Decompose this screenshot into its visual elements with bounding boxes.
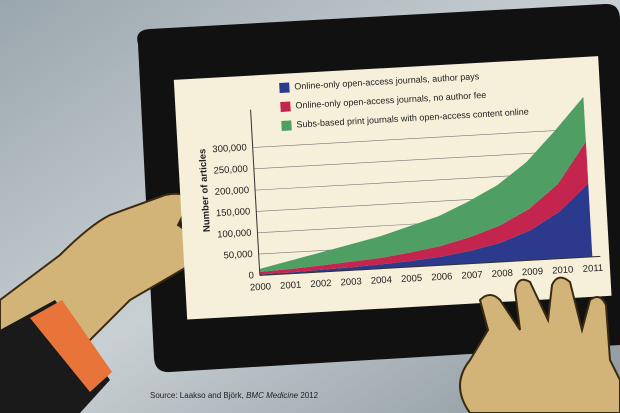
y-tick-label: 100,000 <box>217 228 252 241</box>
x-tick-label: 2003 <box>340 276 362 288</box>
y-axis-label: Number of articles <box>197 148 213 232</box>
source-year: 2012 <box>300 391 318 400</box>
grid-line <box>253 149 587 170</box>
y-tick-label: 250,000 <box>213 164 248 177</box>
y-axis <box>250 109 261 276</box>
sleeve <box>0 300 110 413</box>
grid-line <box>252 128 586 148</box>
x-tick-label: 2009 <box>522 266 544 278</box>
x-tick-label: 2008 <box>491 268 513 280</box>
y-tick-label: 0 <box>248 270 254 281</box>
right-hand <box>459 276 620 413</box>
x-tick-label: 2001 <box>280 280 302 292</box>
x-tick-label: 2002 <box>310 278 332 290</box>
source-note: Source: Laakso and Björk, BMC Medicine 2… <box>150 391 319 400</box>
x-tick-label: 2005 <box>401 273 423 285</box>
screen: Number of articles 0 50,000 100,000 150,000… <box>173 56 612 320</box>
x-tick-label: 2006 <box>431 271 453 283</box>
x-tick-label: 2011 <box>582 263 603 275</box>
legend-swatch <box>279 82 290 94</box>
x-tick-label: 2010 <box>552 264 574 276</box>
y-tick-label: 300,000 <box>212 142 247 155</box>
x-tick-label: 2004 <box>371 275 393 287</box>
x-axis <box>259 255 601 276</box>
y-tick-label: 150,000 <box>216 206 251 219</box>
legend-swatch <box>280 101 291 112</box>
area <box>259 96 586 272</box>
source-journal: BMC Medicine <box>246 391 299 400</box>
y-tick-label: 200,000 <box>214 185 249 198</box>
area <box>259 183 593 276</box>
x-tick-label: 2000 <box>250 281 272 293</box>
source-text: Source: Laakso and Björk, <box>150 391 244 400</box>
legend-swatch <box>281 120 292 131</box>
y-tick-label: 50,000 <box>223 249 253 262</box>
sleeve-band <box>30 300 112 392</box>
x-tick-label: 2007 <box>461 269 483 281</box>
